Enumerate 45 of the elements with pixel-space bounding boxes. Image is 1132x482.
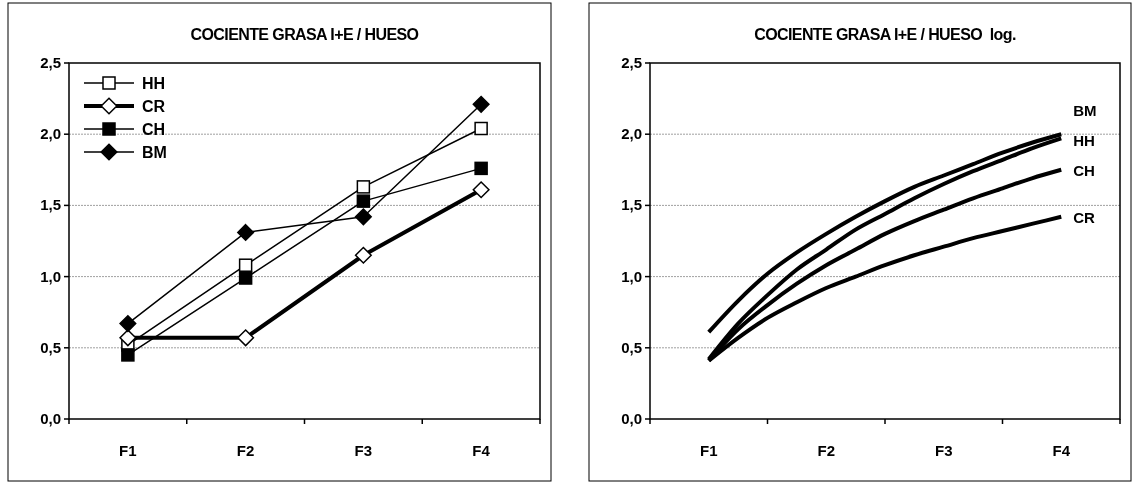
y-tick-label: 0,5 — [621, 338, 642, 356]
y-tick-label: 1,0 — [40, 267, 61, 285]
series-label: CR — [1073, 208, 1096, 226]
y-tick-label: 1,5 — [40, 196, 61, 214]
y-tick-label: 2,0 — [621, 125, 642, 143]
x-tick-label: F3 — [934, 442, 953, 459]
series-label: CH — [1073, 161, 1095, 179]
chart-title: COCIENTE GRASA I+E / HUESO — [190, 26, 419, 43]
point — [474, 121, 488, 136]
x-tick-label: F4 — [1052, 442, 1071, 459]
point — [356, 180, 371, 194]
point — [472, 181, 490, 199]
point — [356, 194, 371, 208]
legend-label: CR — [142, 98, 166, 115]
point — [238, 271, 253, 285]
x-tick-label: F2 — [236, 442, 255, 459]
y-tick-label: 0,0 — [621, 410, 642, 427]
point — [354, 208, 372, 226]
x-tick-label: F1 — [699, 442, 718, 459]
y-tick-label: 2,5 — [621, 54, 642, 71]
y-tick-label: 0,0 — [40, 410, 61, 427]
x-tick-label: F4 — [472, 442, 491, 459]
y-tick-label: 1,5 — [621, 196, 642, 214]
series-label: HH — [1073, 132, 1095, 150]
y-tick-label: 0,5 — [40, 338, 61, 356]
x-tick-label: F3 — [354, 442, 373, 459]
point — [237, 329, 255, 347]
series-label: BM — [1073, 102, 1097, 120]
point — [121, 348, 135, 362]
legend-label: BM — [142, 144, 167, 161]
y-tick-label: 2,0 — [40, 125, 61, 143]
point — [472, 95, 490, 113]
point — [474, 161, 488, 176]
x-tick-label: F1 — [119, 442, 137, 459]
point — [119, 329, 137, 347]
y-tick-label: 2,5 — [40, 54, 61, 71]
x-tick-label: F2 — [817, 442, 836, 459]
chart-title: COCIENTE GRASA I+E / HUESO log. — [754, 26, 1016, 43]
point — [119, 315, 137, 333]
y-tick-label: 1,0 — [621, 267, 642, 285]
point — [237, 223, 255, 242]
point — [238, 258, 253, 272]
legend-label: CH — [142, 121, 166, 138]
legend-label: HH — [142, 75, 166, 92]
point — [354, 246, 372, 264]
